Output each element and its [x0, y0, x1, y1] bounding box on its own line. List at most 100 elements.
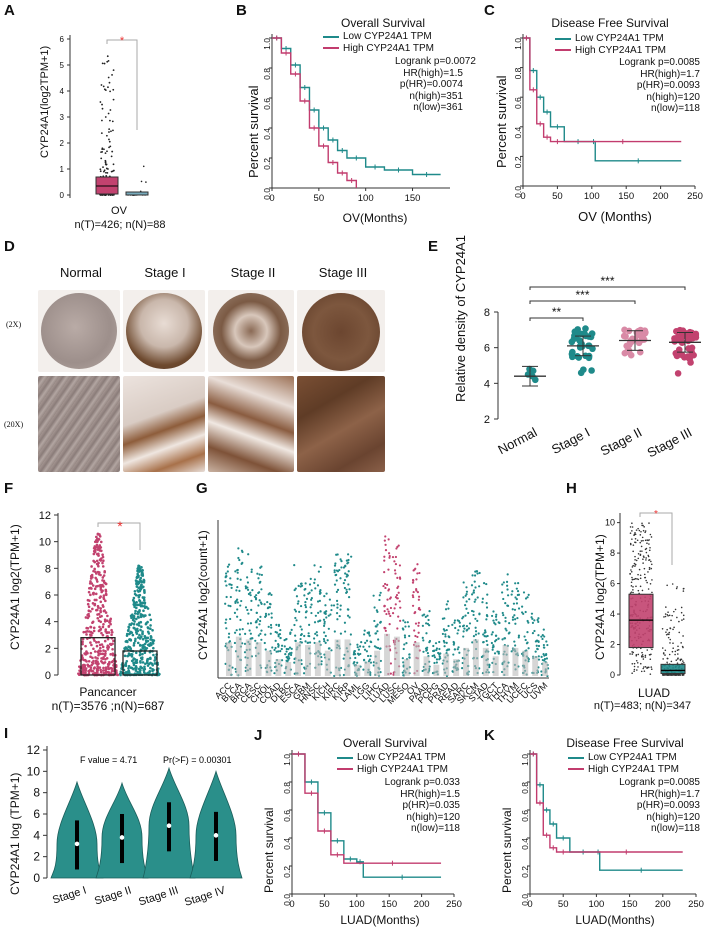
e-xtick-label: Normal	[495, 424, 539, 457]
g-point	[323, 611, 326, 614]
g-point	[287, 653, 291, 656]
f-point	[111, 630, 114, 634]
panel-label-g: G	[196, 480, 208, 497]
f-point	[152, 646, 155, 650]
f-point	[82, 663, 86, 667]
g-point	[387, 552, 391, 555]
g-point	[240, 599, 243, 603]
k-xtick-label: 50	[558, 899, 569, 910]
h-tumor-point	[635, 559, 638, 562]
h-tumor-point	[636, 669, 638, 671]
h-ytick-label: 4	[610, 609, 615, 619]
g-point	[516, 593, 519, 597]
d-row-20x: (20X)	[4, 420, 24, 429]
g-point	[427, 618, 430, 622]
g-point	[386, 608, 389, 611]
g-point	[501, 638, 504, 641]
h-tumor-point	[640, 540, 643, 542]
g-point	[490, 641, 493, 645]
g-point	[537, 634, 540, 637]
g-point	[251, 637, 254, 640]
g-point	[374, 632, 378, 635]
g-point	[396, 627, 399, 630]
f-point	[92, 559, 95, 563]
g-point	[236, 601, 239, 604]
h-tumor-point	[645, 559, 647, 561]
f-point	[140, 657, 144, 661]
g-point	[418, 606, 421, 610]
g-point	[225, 627, 228, 630]
f-point	[100, 657, 103, 660]
g-point	[236, 608, 239, 611]
f-point	[101, 633, 105, 637]
i-median-dot	[213, 833, 219, 838]
h-tumor-point	[633, 562, 636, 565]
j-xtick-label: 150	[381, 899, 397, 910]
f-point	[141, 652, 144, 656]
g-point	[269, 623, 273, 627]
f-point	[109, 653, 112, 656]
g-bar	[532, 656, 539, 676]
g-point	[236, 615, 239, 618]
g-point	[323, 640, 326, 643]
f-point	[104, 611, 108, 614]
g-point	[536, 618, 539, 622]
g-point	[270, 612, 273, 615]
g-point	[491, 631, 494, 634]
f-point	[86, 613, 89, 617]
g-point	[255, 594, 258, 597]
g-point	[478, 585, 481, 588]
g-point	[411, 581, 415, 584]
g-point	[506, 573, 509, 576]
i-median-dot	[119, 835, 125, 840]
g-point	[299, 637, 302, 641]
f-point	[96, 613, 99, 616]
f-point	[96, 650, 100, 654]
g-point	[397, 615, 400, 618]
f-point	[89, 641, 92, 644]
h-tumor-point	[648, 522, 650, 524]
g-point	[413, 568, 416, 571]
f-point	[126, 640, 129, 644]
g-point	[224, 572, 228, 575]
e-point	[671, 338, 678, 345]
g-point	[310, 589, 313, 592]
f-point	[140, 566, 143, 569]
g-point	[417, 631, 420, 634]
f-point	[104, 649, 107, 653]
h-tumor-point	[632, 550, 634, 553]
g-point	[421, 636, 424, 639]
g-point	[356, 646, 359, 649]
g-point	[238, 589, 241, 592]
g-point	[293, 623, 296, 627]
g-point	[416, 563, 419, 566]
g-point	[275, 623, 278, 626]
g-point	[401, 657, 404, 660]
f-point	[92, 592, 95, 596]
g-point	[438, 640, 441, 644]
g-bar	[472, 639, 479, 676]
g-point	[485, 614, 489, 617]
g-point	[441, 617, 444, 620]
f-point	[83, 658, 87, 662]
a-tumor-point	[112, 69, 115, 71]
g-point	[285, 647, 288, 651]
h-normal-point	[682, 660, 684, 662]
h-normal-point	[664, 654, 666, 656]
b-ytick-label: 1.0	[262, 38, 272, 50]
g-point	[456, 632, 459, 635]
h-tumor-point	[633, 662, 636, 665]
a-tumor-point	[103, 169, 106, 172]
g-point	[477, 632, 480, 635]
f-point	[123, 654, 127, 658]
f-point	[108, 620, 112, 623]
e-point	[582, 325, 589, 332]
f-point	[102, 666, 105, 670]
f-point	[133, 589, 137, 593]
g-point	[384, 543, 387, 546]
g-point	[314, 614, 317, 617]
g-point	[294, 634, 297, 637]
e-point	[574, 352, 581, 360]
f-point	[104, 652, 107, 655]
g-point	[472, 591, 475, 594]
